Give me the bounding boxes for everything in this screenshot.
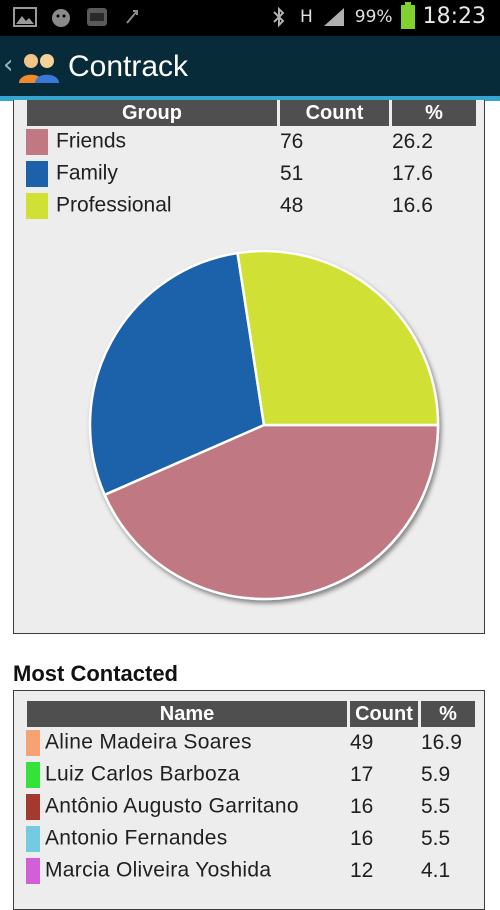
android-robot-icon [48,6,74,28]
group-count: 48 [280,194,304,217]
contact-name: Antônio Augusto Garritano [45,794,299,818]
table-row[interactable]: Professional 48 16.6 [26,190,476,222]
pie-slice-professional [236,249,440,427]
column-header-group[interactable]: Group [27,100,277,126]
calendar-icon [84,6,110,28]
table-row[interactable]: Marcia Oliveira Yoshida 12 4.1 [26,855,475,887]
most-contacted-panel: Name Count % Aline Madeira Soares 49 16.… [13,690,485,910]
column-header-count[interactable]: Count [350,701,418,727]
section-title-most-contacted: Most Contacted [13,661,178,686]
contact-count: 12 [350,859,374,882]
group-name: Professional [56,193,172,217]
contact-name: Marcia Oliveira Yoshida [45,858,272,882]
group-name: Friends [56,129,127,153]
usb-icon [120,6,146,28]
color-swatch [26,193,48,219]
gallery-icon [12,6,38,28]
battery-icon [400,1,415,29]
color-swatch [26,794,40,820]
contact-percent: 4.1 [421,859,451,882]
clock: 18:23 [422,4,486,29]
contact-count: 16 [350,795,374,818]
contact-name: Aline Madeira Soares [45,730,252,754]
column-header-percent[interactable]: % [392,100,476,126]
color-swatch [26,161,48,187]
color-swatch [26,730,40,756]
table-row[interactable]: Antônio Augusto Garritano 16 5.5 [26,791,475,823]
column-header-count[interactable]: Count [280,100,389,126]
group-count: 51 [280,162,304,185]
table-row[interactable]: Family 51 17.6 [26,158,476,190]
people-icon[interactable] [17,52,61,84]
contact-count: 16 [350,827,374,850]
app-title: Contrack [68,50,189,83]
groups-pie-chart [88,249,440,601]
color-swatch [26,858,40,884]
contact-percent: 5.5 [421,827,451,850]
contact-percent: 16.9 [421,731,462,754]
signal-icon [321,6,347,28]
table-row[interactable]: Antonio Fernandes 16 5.5 [26,823,475,855]
contact-name: Luiz Carlos Barboza [45,762,240,786]
contact-count: 17 [350,763,374,786]
bluetooth-icon [266,6,292,28]
status-bar: H 99% 18:23 [0,0,500,36]
contact-percent: 5.9 [421,763,451,786]
contact-count: 49 [350,731,374,754]
groups-table: Group Count % Friends 76 26.2 Family 51 … [24,100,479,222]
pie-slice-friends [103,423,440,601]
color-swatch [26,129,48,155]
column-header-name[interactable]: Name [27,701,347,727]
column-header-percent[interactable]: % [421,701,475,727]
battery-percent: 99% [354,6,393,27]
group-percent: 17.6 [392,162,433,185]
contact-percent: 5.5 [421,795,451,818]
groups-panel: Group Count % Friends 76 26.2 Family 51 … [13,100,485,634]
pie-slice-family [88,251,266,497]
table-row[interactable]: Aline Madeira Soares 49 16.9 [26,727,475,759]
network-type: H [300,6,313,27]
group-percent: 26.2 [392,130,433,153]
table-row[interactable]: Friends 76 26.2 [26,126,476,158]
group-percent: 16.6 [392,194,433,217]
color-swatch [26,762,40,788]
table-row[interactable]: Luiz Carlos Barboza 17 5.9 [26,759,475,791]
action-bar-divider [0,96,500,101]
chevron-left-icon[interactable]: ‹ [3,50,14,80]
most-contacted-table: Name Count % Aline Madeira Soares 49 16.… [24,701,478,887]
contact-name: Antonio Fernandes [45,826,228,850]
group-name: Family [56,161,118,185]
group-count: 76 [280,130,304,153]
action-bar [0,36,500,96]
color-swatch [26,826,40,852]
